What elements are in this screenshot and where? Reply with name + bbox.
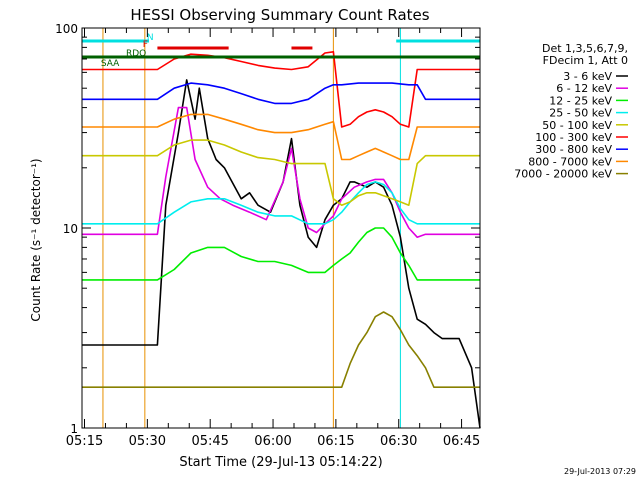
y-axis-title: Count Rate (s⁻¹ detector⁻¹)	[29, 158, 43, 321]
x-tick-label: 05:30	[129, 434, 166, 449]
x-tick-label: 06:30	[380, 434, 417, 449]
plot-frame	[81, 27, 481, 429]
x-tick-label: 05:15	[66, 434, 103, 449]
x-tick-label: 06:15	[317, 434, 354, 449]
y-tick-label: 10	[63, 222, 78, 236]
series-line-3	[82, 227, 480, 281]
legend-label: 50 - 100 keV	[542, 119, 612, 132]
series-line-7	[82, 82, 480, 105]
x-tick-label: 06:00	[254, 434, 291, 449]
timestamp: 29-Jul-2013 07:29	[564, 467, 636, 476]
series-line-8	[82, 113, 480, 161]
flag-label-n: N	[147, 33, 154, 43]
x-axis-title: Start Time (29-Jul-13 05:14:22)	[179, 455, 382, 470]
legend-label: 12 - 25 keV	[549, 94, 612, 107]
series-line-1	[82, 79, 481, 429]
y-tick-label: 100	[55, 22, 78, 36]
legend-label: 7000 - 20000 keV	[514, 168, 612, 181]
legend-label: 100 - 300 keV	[535, 131, 612, 144]
legend-label: 800 - 7000 keV	[528, 155, 612, 168]
x-axis: 05:15 05:30 05:45 06:00 06:15 06:30 06:45	[66, 28, 480, 449]
x-tick-label: 06:45	[443, 434, 480, 449]
series-line-4	[82, 181, 480, 225]
y-tick-label: 1	[70, 422, 78, 436]
flag-label-f: F	[143, 40, 148, 50]
legend-header-line-2: FDecim 1, Att 0	[543, 54, 628, 67]
saa-label: SAA	[101, 59, 120, 69]
series-line-6	[82, 50, 480, 128]
legend-label: 300 - 800 keV	[535, 143, 612, 156]
legend-label: 3 - 6 keV	[563, 70, 612, 83]
flag-label-rdo: RDO	[126, 49, 146, 59]
series-line-5	[82, 139, 480, 206]
chart-title: HESSI Observing Summary Count Rates	[130, 6, 429, 24]
legend-label: 6 - 12 keV	[556, 82, 612, 95]
y-axis: 1 10 100	[55, 22, 480, 436]
x-tick-label: 05:45	[191, 434, 228, 449]
legend-header-line-1: Det 1,3,5,6,7,9,	[542, 42, 628, 55]
legend-label: 25 - 50 keV	[549, 107, 612, 120]
legend: Det 1,3,5,6,7,9, FDecim 1, Att 0 3 - 6 k…	[514, 42, 628, 181]
series-line-9	[82, 311, 480, 389]
